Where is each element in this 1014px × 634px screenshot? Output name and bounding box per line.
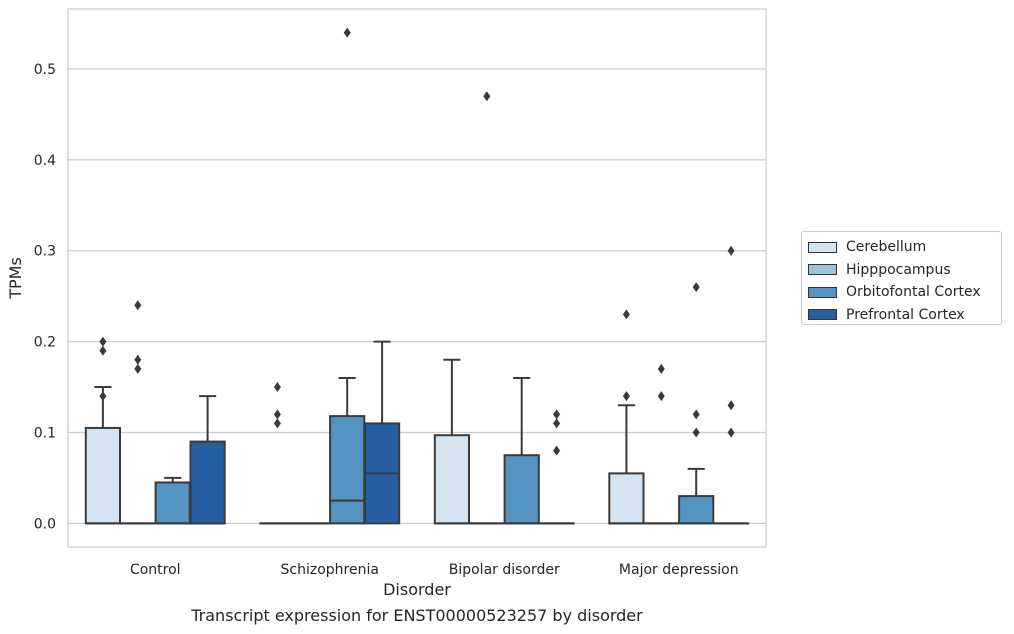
box-orbitofontal-cortex-control — [154, 476, 191, 525]
legend-swatch-cerebellum — [808, 241, 837, 253]
y-tick-label: 0.0 — [34, 516, 56, 532]
outlier-point — [657, 391, 665, 402]
figure-caption: Transcript expression for ENST0000052325… — [191, 606, 643, 625]
outlier-point — [134, 363, 142, 374]
x-tick-label-control: Control — [130, 562, 181, 578]
box-hipppocampus-control — [119, 300, 156, 525]
legend-item-orbitofrontal-cortex: Orbitofontal Cortex — [808, 281, 1001, 304]
outlier-point — [657, 363, 665, 374]
legend-swatch-prefrontal-cortex — [808, 309, 837, 321]
plot-frame — [67, 8, 767, 548]
box-orbitofontal-cortex-schizophrenia — [329, 27, 366, 525]
outlier-point — [553, 409, 561, 420]
box-orbitofontal-cortex-bipolar-disorder — [503, 376, 540, 525]
box-body — [84, 426, 122, 525]
outlier-point — [727, 400, 735, 411]
outlier-point — [99, 391, 107, 402]
box-prefrontal-cortex-major-depression — [712, 245, 750, 525]
outlier-point — [622, 309, 630, 320]
outlier-point — [134, 354, 142, 365]
legend-item-hippocampus: Hipppocampus — [808, 259, 1001, 282]
y-axis-label: TPMs — [6, 257, 25, 300]
box-body — [329, 415, 366, 525]
box-orbitofontal-cortex-major-depression — [678, 282, 715, 525]
y-tick-label: 0.2 — [34, 335, 56, 351]
series-hipppocampus — [119, 91, 680, 525]
plot-area — [68, 9, 766, 547]
legend-label-cerebellum: Cerebellum — [846, 239, 927, 256]
outlier-point — [343, 27, 351, 38]
outlier-point — [692, 282, 700, 293]
legend-swatch-orbitofrontal-cortex — [808, 286, 837, 298]
box-body — [503, 454, 540, 525]
y-axis-ticks: 0.0 0.1 0.2 0.3 0.4 0.5 — [34, 62, 56, 532]
legend-label-orbitofrontal-cortex: Orbitofontal Cortex — [846, 284, 981, 301]
box-body — [154, 481, 191, 525]
outlier-point — [553, 445, 561, 456]
series-orbitofontal-cortex — [154, 27, 715, 525]
x-tick-label-schizophrenia: Schizophrenia — [281, 562, 379, 578]
outlier-point — [273, 382, 281, 393]
boxes — [84, 27, 750, 525]
outlier-point — [692, 409, 700, 420]
y-tick-label: 0.1 — [34, 425, 56, 441]
outlier-point — [134, 300, 142, 311]
box-body — [189, 440, 226, 525]
legend-label-prefrontal-cortex: Prefrontal Cortex — [846, 306, 965, 323]
outlier-point — [727, 427, 735, 438]
box-prefrontal-cortex-control — [189, 395, 226, 525]
outlier-point — [692, 427, 700, 438]
outlier-point — [483, 91, 491, 102]
x-axis-ticks: Control Schizophrenia Bipolar disorder Majo… — [130, 562, 739, 578]
legend: Cerebellum Hipppocampus Orbitofontal Cor… — [801, 231, 1002, 325]
series-cerebellum — [84, 309, 645, 525]
legend-item-prefrontal-cortex: Prefrontal Cortex — [808, 304, 1001, 327]
y-tick-label: 0.4 — [34, 153, 56, 169]
outlier-point — [99, 345, 107, 356]
box-body — [678, 495, 715, 525]
box-prefrontal-cortex-schizophrenia — [363, 340, 401, 525]
legend-label-hippocampus: Hipppocampus — [846, 261, 951, 278]
box-cerebellum-major-depression — [608, 309, 645, 525]
box-cerebellum-bipolar-disorder — [433, 358, 471, 525]
outlier-point — [553, 418, 561, 429]
box-hipppocampus-major-depression — [643, 363, 680, 525]
box-cerebellum-control — [84, 336, 122, 525]
x-axis-label: Disorder — [383, 580, 451, 599]
legend-item-cerebellum: Cerebellum — [808, 236, 1001, 259]
legend-swatch-hippocampus — [808, 264, 837, 276]
box-body — [608, 472, 645, 525]
outlier-point — [273, 409, 281, 420]
x-tick-label-major-depression: Major depression — [619, 562, 739, 578]
y-tick-label: 0.5 — [34, 62, 56, 78]
outlier-point — [273, 418, 281, 429]
x-tick-label-bipolar-disorder: Bipolar disorder — [449, 562, 560, 578]
outlier-point — [622, 391, 630, 402]
series-prefrontal-cortex — [189, 245, 750, 525]
outlier-point — [727, 245, 735, 256]
box-body — [433, 434, 471, 525]
box-prefrontal-cortex-bipolar-disorder — [538, 409, 575, 525]
outlier-point — [99, 336, 107, 347]
y-tick-label: 0.3 — [34, 244, 56, 260]
box-hipppocampus-bipolar-disorder — [468, 91, 505, 525]
